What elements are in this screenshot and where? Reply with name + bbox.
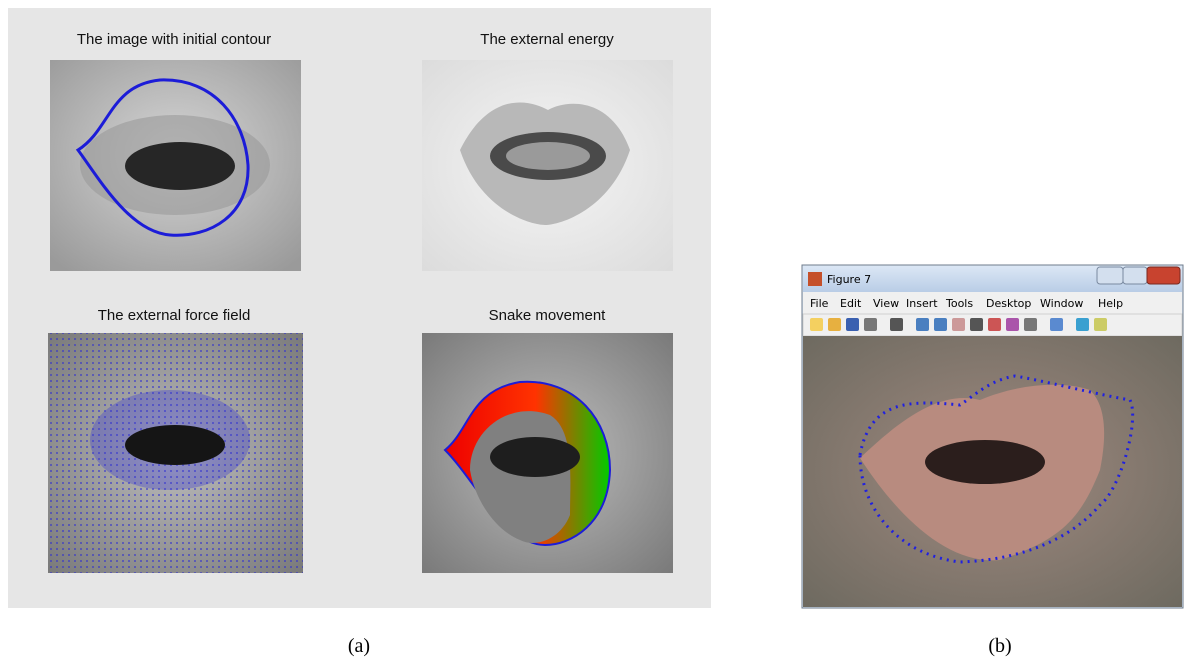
menu-item[interactable]: File [810, 297, 829, 310]
subplot-title: The external force field [98, 307, 251, 324]
caption: (a) [348, 635, 370, 657]
toolbar-button[interactable] [1006, 318, 1019, 331]
toolbar-button[interactable] [988, 318, 1001, 331]
menu-item[interactable]: Window [1040, 297, 1083, 310]
window-icon [808, 272, 822, 286]
image-force-field [48, 333, 303, 573]
menu-item[interactable]: Help [1098, 297, 1123, 310]
toolbar-button[interactable] [1094, 318, 1107, 331]
toolbar-button[interactable] [1050, 318, 1063, 331]
menu-item[interactable]: Tools [945, 297, 973, 310]
image-initial-contour [50, 60, 301, 271]
menu-item[interactable]: Insert [906, 297, 938, 310]
toolbar-button[interactable] [1076, 318, 1089, 331]
minimize-button[interactable] [1097, 267, 1123, 284]
toolbar-button[interactable] [916, 318, 929, 331]
toolbar-button[interactable] [864, 318, 877, 331]
toolbar-button[interactable] [828, 318, 841, 331]
menu-item[interactable]: Edit [840, 297, 862, 310]
toolbar-button[interactable] [934, 318, 947, 331]
toolbar-button[interactable] [846, 318, 859, 331]
maximize-button[interactable] [1123, 267, 1147, 284]
subplot-title: The image with initial contour [77, 31, 271, 48]
close-button[interactable] [1147, 267, 1180, 284]
toolbar-button[interactable] [1024, 318, 1037, 331]
image-snake-movement [422, 333, 673, 573]
figure-window: Figure 7 File Edit View Insert Tools Desktop W… [802, 265, 1183, 608]
toolbar-button[interactable] [810, 318, 823, 331]
caption: (b) [988, 635, 1011, 657]
toolbar-button[interactable] [890, 318, 903, 331]
image-external-energy [422, 60, 673, 271]
subplot-title: Snake movement [489, 307, 607, 324]
window-title: Figure 7 [827, 273, 871, 286]
subplot-title: The external energy [480, 31, 614, 48]
figure: The image with initial contour The exter… [0, 0, 1197, 664]
toolbar-button[interactable] [970, 318, 983, 331]
menu-item[interactable]: View [873, 297, 899, 310]
toolbar-button[interactable] [952, 318, 965, 331]
menu-item[interactable]: Desktop [986, 297, 1031, 310]
